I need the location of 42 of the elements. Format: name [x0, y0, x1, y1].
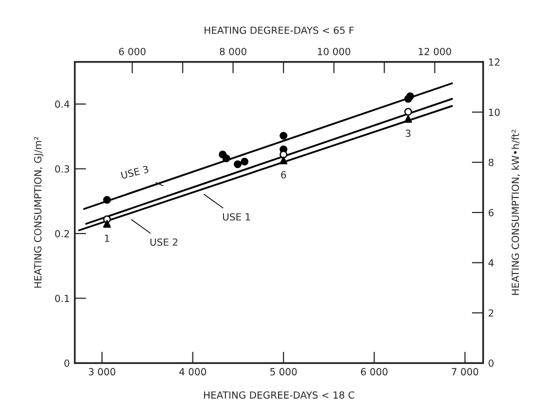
x2-tick-label: 6 000: [119, 48, 146, 56]
x-tick-label: 4 000: [179, 368, 206, 376]
point: [103, 220, 111, 228]
y2-tick-label: 12: [489, 58, 500, 66]
x-axis-title: HEATING DEGREE-DAYS < 18 C: [204, 391, 354, 399]
y-tick-label: 0.1: [55, 294, 70, 302]
annotation: USE 3: [120, 165, 149, 180]
point: [280, 156, 288, 164]
annotation: USE 1: [223, 213, 250, 221]
point: [406, 92, 414, 100]
x-tick-label: 7 000: [452, 368, 478, 376]
x2-axis-title: HEATING DEGREE-DAYS < 65 F: [204, 26, 354, 34]
y-tick-label: 0: [64, 360, 70, 367]
x-tick-label: 5 000: [270, 368, 297, 376]
x2-tick-label: 10 000: [318, 48, 350, 56]
y2-tick-label: 0: [488, 360, 494, 367]
point: [103, 196, 111, 204]
point: [404, 108, 412, 116]
point: [240, 158, 248, 166]
point: [222, 154, 230, 162]
annotation: USE 2: [150, 238, 178, 246]
annotation: 3: [406, 130, 410, 138]
annotation: 6: [281, 171, 286, 178]
y2-tick-label: 8: [488, 158, 494, 166]
y2-tick-label: 4: [488, 259, 494, 266]
y2-axis-title: HEATING CONSUMPTION, kW•h/ft²: [511, 130, 520, 295]
x2-tick-label: 12 000: [418, 48, 452, 56]
x-tick-label: 6 000: [360, 368, 388, 376]
point: [404, 115, 412, 123]
point: [234, 160, 242, 168]
y-tick-label: 0.2: [55, 230, 69, 238]
y-tick-label: 0.3: [55, 165, 70, 173]
y-axis-title: HEATING CONSUMPTION, GJ/m²: [34, 136, 44, 288]
y2-tick-label: 10: [489, 108, 500, 116]
annotation: 1: [104, 234, 110, 242]
point: [280, 150, 288, 158]
y2-tick-label: 2: [488, 309, 494, 317]
x-tick-label: 3 000: [88, 368, 116, 376]
y-tick-label: 0.4: [55, 100, 70, 108]
point: [280, 132, 288, 140]
x2-tick-label: 8 000: [220, 48, 246, 56]
y2-tick-label: 6: [488, 208, 494, 216]
